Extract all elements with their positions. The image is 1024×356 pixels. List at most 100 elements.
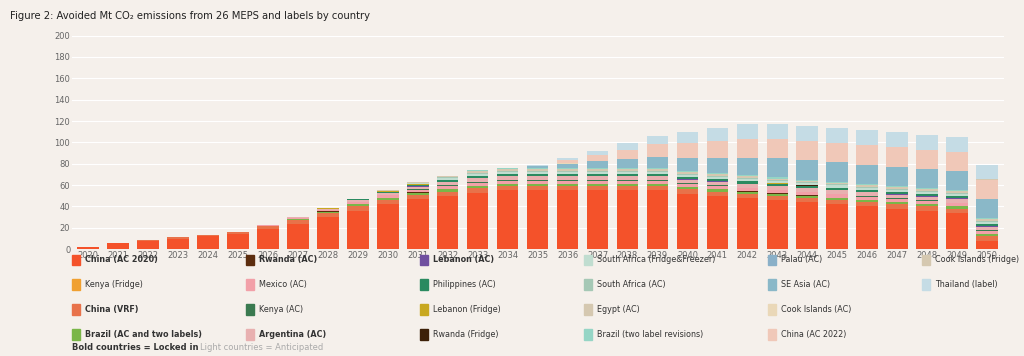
Bar xyxy=(946,194,968,196)
Text: Rwanda (AC): Rwanda (AC) xyxy=(259,255,317,265)
Bar xyxy=(976,230,997,231)
Bar xyxy=(497,180,518,184)
Bar xyxy=(437,185,459,186)
Bar xyxy=(976,241,997,249)
Bar xyxy=(407,190,428,192)
Bar xyxy=(437,192,459,196)
Bar xyxy=(797,198,818,202)
Bar xyxy=(707,176,728,177)
Bar xyxy=(797,186,818,188)
Text: Palau (AC): Palau (AC) xyxy=(781,255,822,265)
Bar xyxy=(377,191,398,192)
Bar xyxy=(377,195,398,198)
Bar xyxy=(616,168,638,169)
Bar xyxy=(976,234,997,236)
Bar xyxy=(526,180,549,184)
Bar xyxy=(587,184,608,186)
Bar xyxy=(767,196,788,200)
Bar xyxy=(497,186,518,190)
Bar xyxy=(916,197,938,200)
Text: Light countries = Anticipated: Light countries = Anticipated xyxy=(200,343,323,352)
Bar xyxy=(826,204,848,249)
Bar xyxy=(736,194,758,198)
Bar xyxy=(497,169,518,171)
Bar xyxy=(497,184,518,186)
Bar xyxy=(557,169,579,171)
Bar xyxy=(677,183,698,184)
Bar xyxy=(467,171,488,173)
Bar xyxy=(587,155,608,161)
Bar xyxy=(707,177,728,179)
Bar xyxy=(976,221,997,222)
Bar xyxy=(887,194,908,198)
Bar xyxy=(826,198,848,200)
Text: Bold countries = Locked in: Bold countries = Locked in xyxy=(72,343,199,352)
Bar xyxy=(407,199,428,249)
Bar xyxy=(677,194,698,249)
Bar xyxy=(856,145,878,164)
Bar xyxy=(647,176,669,180)
Bar xyxy=(707,189,728,192)
Bar xyxy=(856,187,878,188)
Bar xyxy=(526,165,549,166)
Bar xyxy=(826,128,848,143)
Bar xyxy=(736,158,758,175)
Bar xyxy=(347,211,369,249)
Bar xyxy=(707,128,728,141)
Bar xyxy=(677,132,698,143)
Bar xyxy=(377,198,398,200)
Bar xyxy=(347,203,369,204)
Bar xyxy=(707,186,728,189)
Bar xyxy=(647,157,669,168)
Bar xyxy=(587,176,608,180)
Bar xyxy=(946,209,968,213)
Bar xyxy=(467,178,488,182)
Bar xyxy=(467,170,488,171)
Bar xyxy=(976,222,997,224)
Bar xyxy=(616,172,638,174)
Bar xyxy=(647,168,669,169)
Bar xyxy=(616,143,638,150)
Bar xyxy=(707,141,728,158)
Text: China (AC 2020): China (AC 2020) xyxy=(85,255,158,265)
Bar xyxy=(677,189,698,194)
Bar xyxy=(946,213,968,249)
Bar xyxy=(437,176,459,177)
Bar xyxy=(826,162,848,182)
Bar xyxy=(526,172,549,174)
Text: Kenya (Fridge): Kenya (Fridge) xyxy=(85,280,143,289)
Bar xyxy=(437,182,459,185)
Bar xyxy=(797,141,818,160)
Bar xyxy=(108,244,129,249)
Bar xyxy=(587,171,608,172)
Bar xyxy=(826,190,848,194)
Bar xyxy=(976,164,997,179)
Bar xyxy=(677,175,698,177)
Bar xyxy=(616,159,638,168)
Bar xyxy=(198,235,219,236)
Bar xyxy=(946,137,968,152)
Bar xyxy=(946,152,968,171)
Bar xyxy=(677,177,698,179)
Bar xyxy=(946,171,968,190)
Bar xyxy=(856,196,878,197)
Bar xyxy=(677,172,698,174)
Bar xyxy=(407,189,428,190)
Bar xyxy=(377,204,398,249)
Bar xyxy=(946,192,968,193)
Bar xyxy=(407,185,428,186)
Bar xyxy=(707,179,728,182)
Bar xyxy=(736,182,758,184)
Bar xyxy=(707,192,728,196)
Bar xyxy=(78,247,99,249)
Bar xyxy=(826,185,848,188)
Bar xyxy=(467,182,488,183)
Bar xyxy=(826,182,848,183)
Bar xyxy=(616,180,638,184)
Bar xyxy=(317,217,339,249)
Bar xyxy=(767,179,788,180)
Bar xyxy=(526,169,549,171)
Bar xyxy=(767,178,788,179)
Bar xyxy=(257,226,279,229)
Bar xyxy=(587,174,608,176)
